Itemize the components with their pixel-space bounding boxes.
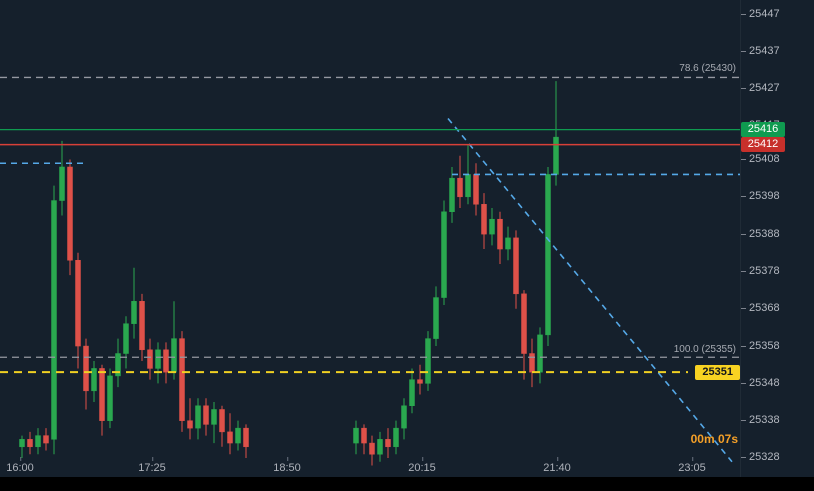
bottom-bar <box>0 477 814 491</box>
price-tick-label: 25328 <box>741 451 780 464</box>
price-tick-label: 25398 <box>741 190 780 203</box>
price-tick-label: 25348 <box>741 377 780 390</box>
price-tick-label: 25437 <box>741 45 780 58</box>
time-tick-label: 23:05 <box>678 457 706 474</box>
price-tick-label: 25427 <box>741 82 780 95</box>
fib-100-label: 100.0 (25355) <box>673 344 736 356</box>
time-axis[interactable]: 16:00 17:25 18:50 20:15 21:40 23:05 <box>0 457 740 477</box>
price-axis[interactable]: 2544725437254272541725408253982538825378… <box>740 0 814 477</box>
price-tick-label: 25358 <box>741 340 780 353</box>
time-tick-label: 21:40 <box>543 457 571 474</box>
time-tick-label: 17:25 <box>138 457 166 474</box>
time-tick-label: 18:50 <box>273 457 301 474</box>
ask-price-badge: 25412 <box>741 137 785 153</box>
price-tick-label: 25368 <box>741 302 780 315</box>
candle-countdown-timer: 00m 07s <box>690 432 738 446</box>
price-tick-label: 25378 <box>741 265 780 278</box>
candlestick-chart[interactable] <box>0 0 740 477</box>
time-tick-label: 20:15 <box>408 457 436 474</box>
fib-786-label: 78.6 (25430) <box>679 63 736 75</box>
price-tick-label: 25388 <box>741 228 780 241</box>
bid-price-badge: 25416 <box>741 122 785 138</box>
price-tick-label: 25338 <box>741 414 780 427</box>
price-tick-label: 25408 <box>741 153 780 166</box>
time-tick-label: 16:00 <box>6 457 34 474</box>
alert-price-badge: 25351 <box>695 364 740 380</box>
price-tick-label: 25447 <box>741 8 780 21</box>
